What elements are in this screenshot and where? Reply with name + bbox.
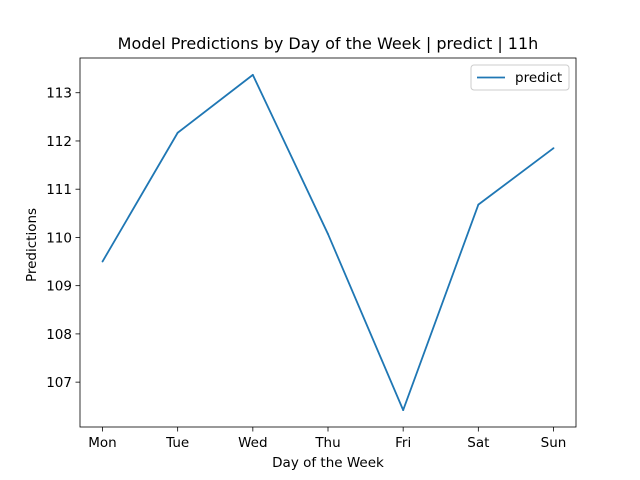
x-tick-label-wed: Wed bbox=[238, 435, 267, 451]
data-point-fri bbox=[402, 409, 405, 412]
chart-title: Model Predictions by Day of the Week | p… bbox=[118, 34, 539, 53]
x-tick-label-tue: Tue bbox=[165, 435, 189, 451]
data-point-tue bbox=[176, 131, 179, 134]
legend-label-predict: predict bbox=[515, 70, 562, 86]
data-point-thu bbox=[327, 233, 329, 235]
x-tick-label-sun: Sun bbox=[541, 435, 567, 451]
y-tick-label-112: 112 bbox=[46, 134, 72, 150]
data-point-wed bbox=[251, 73, 254, 76]
data-point-sat bbox=[477, 203, 480, 206]
y-tick-label-108: 108 bbox=[46, 327, 72, 343]
legend-box bbox=[470, 64, 570, 91]
x-tick-label-sat: Sat bbox=[467, 435, 489, 451]
x-tick-label-fri: Fri bbox=[395, 435, 411, 451]
y-tick-label-113: 113 bbox=[46, 86, 72, 102]
y-tick-label-107: 107 bbox=[46, 375, 72, 391]
x-tick-label-mon: Mon bbox=[88, 435, 116, 451]
y-axis-label: Predictions bbox=[24, 208, 40, 282]
y-tick-label-111: 111 bbox=[46, 182, 72, 198]
y-tick-label-110: 110 bbox=[46, 230, 72, 246]
data-point-sun bbox=[552, 147, 555, 150]
x-axis-label: Day of the Week bbox=[272, 455, 384, 471]
x-tick-label-thu: Thu bbox=[314, 435, 340, 451]
y-tick-label-109: 109 bbox=[46, 279, 72, 295]
plot-area: Mon Tue Wed Thu Fri Sat Sun 107 108 109 110 111 112 1… bbox=[46, 57, 577, 451]
data-point-mon bbox=[101, 260, 104, 263]
